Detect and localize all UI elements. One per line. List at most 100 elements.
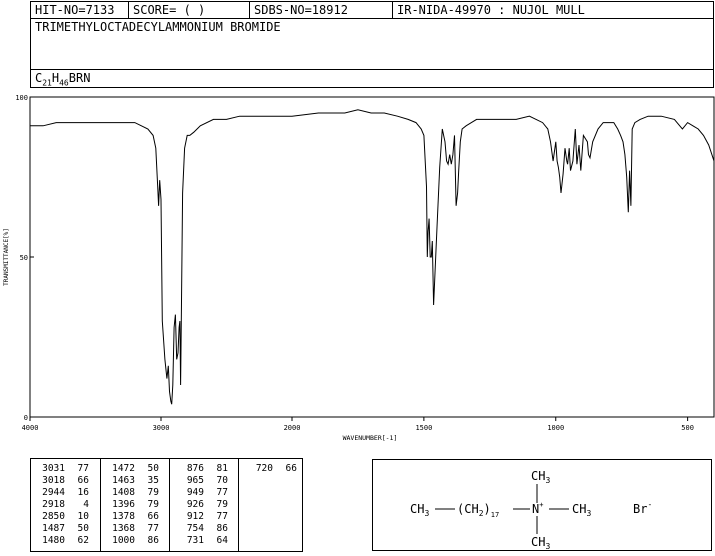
formula-rest: BRN: [68, 71, 91, 85]
plot-border: [29, 96, 715, 418]
peak-transmittance: 66: [147, 511, 159, 522]
peak-wavenumber: 2944: [42, 487, 65, 498]
peak-transmittance: 16: [77, 487, 89, 498]
x-axis-label: WAVENUMBER[-1]: [343, 434, 398, 442]
peak-transmittance: 62: [77, 535, 89, 546]
peak-row: 2918 4: [35, 499, 99, 511]
structure-ch3-left: CH3: [410, 502, 429, 518]
divider: [31, 69, 713, 70]
peak-transmittance: 50: [147, 463, 159, 474]
peak-wavenumber: 1378: [112, 511, 135, 522]
peak-transmittance: 79: [216, 499, 228, 510]
peak-transmittance: 77: [77, 463, 89, 474]
peak-table: 3031 77 3018 66 2944 16 2918 4 2850 10 1487 50 1480 6…: [30, 458, 303, 552]
peak-row: 1396 79: [105, 499, 164, 511]
structure-ch3-bottom: CH3: [531, 535, 550, 551]
peak-wavenumber: 1487: [42, 523, 65, 534]
peak-transmittance: 86: [147, 535, 159, 546]
peak-row: 1378 66: [105, 511, 164, 523]
peak-row: 949 77: [174, 487, 233, 499]
peak-row: 3018 66: [35, 475, 99, 487]
peak-transmittance: 10: [77, 511, 89, 522]
chemical-structure: CH3 CH3 (CH2)17 N+ CH3 CH3 Br-: [372, 459, 712, 551]
peak-row: 1368 77: [105, 523, 164, 535]
peak-row: 2850 10: [35, 511, 99, 523]
peak-wavenumber: 876: [186, 463, 204, 474]
peak-wavenumber: 3031: [42, 463, 65, 474]
x-tick-label: 3000: [153, 424, 170, 432]
peak-transmittance: 66: [285, 463, 297, 474]
formula-h-count: 46: [59, 78, 69, 88]
structure-counter-ion: Br-: [633, 500, 652, 516]
peak-wavenumber: 1480: [42, 535, 65, 546]
peak-wavenumber: 1472: [112, 463, 135, 474]
structure-nitrogen: N+: [532, 501, 543, 516]
peak-row: 965 70: [174, 475, 233, 487]
peak-wavenumber: 965: [186, 475, 204, 486]
peak-wavenumber: 912: [186, 511, 204, 522]
y-tick-label: 100: [15, 94, 28, 102]
peak-column: 876 81 965 70 949 77 926 79 912 77 754 86 731 64: [169, 459, 233, 551]
peak-row: 3031 77: [35, 463, 99, 475]
peak-transmittance: 77: [216, 511, 228, 522]
molecular-formula: C21H46BRN: [35, 71, 90, 87]
peak-row: 2944 16: [35, 487, 99, 499]
peak-wavenumber: 1368: [112, 523, 135, 534]
peak-wavenumber: 731: [186, 535, 204, 546]
peak-transmittance: 81: [216, 463, 228, 474]
peak-wavenumber: 2850: [42, 511, 65, 522]
compound-name: TRIMETHYLOCTADECYLAMMONIUM BROMIDE: [35, 20, 281, 34]
peak-row: 876 81: [174, 463, 233, 475]
formula-c-count: 21: [42, 78, 52, 88]
structure-ch3-right: CH3: [572, 502, 591, 518]
peak-wavenumber: 949: [186, 487, 204, 498]
peak-transmittance: 4: [83, 499, 89, 510]
peak-row: 754 86: [174, 523, 233, 535]
peak-row: 1408 79: [105, 487, 164, 499]
peak-row: 1480 62: [35, 535, 99, 547]
peak-wavenumber: 1408: [112, 487, 135, 498]
y-axis: 0 50 100: [15, 94, 34, 422]
peak-wavenumber: 3018: [42, 475, 65, 486]
peak-transmittance: 79: [147, 487, 159, 498]
structure-drawing: CH3 CH3 (CH2)17 N+ CH3 CH3 Br-: [410, 469, 652, 551]
peak-transmittance: 50: [77, 523, 89, 534]
peak-row: 731 64: [174, 535, 233, 547]
structure-chain: (CH2)17: [457, 502, 499, 519]
peak-column: 720 66: [238, 459, 302, 551]
y-axis-label: TRANSMITTANCE[%]: [3, 228, 10, 286]
peak-row: 912 77: [174, 511, 233, 523]
peak-wavenumber: 720: [255, 463, 273, 474]
peak-transmittance: 79: [147, 499, 159, 510]
peak-transmittance: 66: [77, 475, 89, 486]
peak-wavenumber: 754: [186, 523, 204, 534]
hit-number: HIT-NO=7133: [35, 3, 115, 17]
formula-c: C: [35, 71, 43, 85]
peak-transmittance: 77: [216, 487, 228, 498]
peak-transmittance: 77: [147, 523, 159, 534]
peak-transmittance: 64: [216, 535, 228, 546]
peak-wavenumber: 1396: [112, 499, 135, 510]
x-tick-label: 1500: [415, 424, 432, 432]
formula-h: H: [51, 71, 60, 85]
x-tick-label: 4000: [22, 424, 39, 432]
peak-row: 1472 50: [105, 463, 164, 475]
x-tick-label: 1000: [547, 424, 564, 432]
compound-info-box: TRIMETHYLOCTADECYLAMMONIUM BROMIDE C21H4…: [30, 18, 714, 88]
structure-ch3-top: CH3: [531, 469, 550, 485]
x-tick-label: 2000: [284, 424, 301, 432]
peak-column: 3031 77 3018 66 2944 16 2918 4 2850 10 1487 50 1480 6…: [35, 463, 99, 547]
sdbs-number: SDBS-NO=18912: [249, 2, 392, 19]
peak-row: 926 79: [174, 499, 233, 511]
peak-row: 1487 50: [35, 523, 99, 535]
peak-wavenumber: 2918: [42, 499, 65, 510]
peak-wavenumber: 926: [186, 499, 204, 510]
x-tick-label: 500: [681, 424, 694, 432]
peak-transmittance: 70: [216, 475, 228, 486]
y-tick-label: 50: [20, 254, 28, 262]
ir-spectrum-chart: 0 50 100 4000 3000 2000 1500 1000 500 TRANSMITT…: [3, 94, 715, 442]
peak-transmittance: 86: [216, 523, 228, 534]
peak-wavenumber: 1463: [112, 475, 135, 486]
peak-column: 1472 50 1463 35 1408 79 1396 79 1378 66 1368 77 1000…: [100, 459, 164, 551]
peak-row: 1000 86: [105, 535, 164, 547]
